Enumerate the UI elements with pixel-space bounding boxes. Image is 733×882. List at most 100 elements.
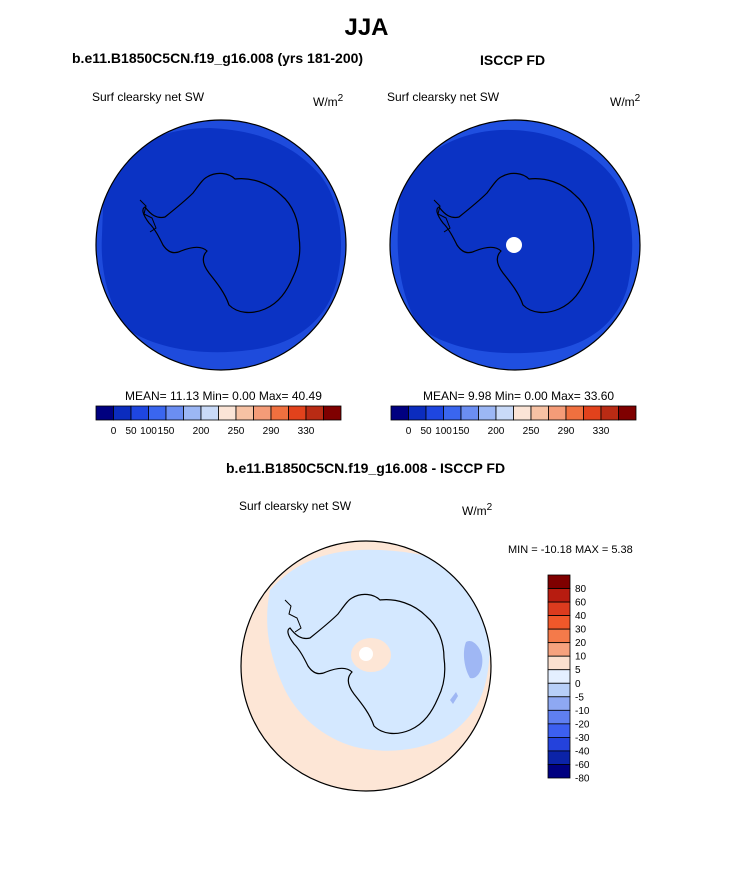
diff-colorbar-tick-label: -40: [575, 746, 590, 757]
obs-colorbar-box: [600, 405, 619, 421]
obs-colorbar-box: [548, 405, 567, 421]
model-colorbar-box: [305, 405, 324, 421]
diff-colorbar-tick-label: -60: [575, 760, 590, 771]
diff-peninsula-islands: [284, 599, 302, 633]
model-colorbar-box: [113, 405, 132, 421]
model-colorbar-tick-label: 100: [140, 426, 157, 437]
model-colorbar-box: [323, 405, 342, 421]
model-colorbar-box: [218, 405, 237, 421]
diff-colorbar-tick-label: 30: [575, 625, 587, 636]
diff-colorbar-box: [547, 628, 571, 644]
model-panel-title: b.e11.B1850C5CN.f19_g16.008 (yrs 181-200…: [72, 50, 364, 66]
diff-variable-label: Surf clearsky net SW: [239, 499, 352, 513]
diff-stats: MIN = -10.18 MAX = 5.38: [508, 544, 633, 556]
model-map-border: [95, 119, 347, 371]
obs-units-label: W/m2: [610, 93, 641, 109]
model-colorbar: 0 50 100 150 200 250 290 330: [95, 405, 342, 437]
obs-stats: MEAN= 9.98 Min= 0.00 Max= 33.60: [423, 389, 615, 403]
obs-colorbar-box: [478, 405, 497, 421]
obs-colorbar-tick-label: 50: [420, 426, 432, 437]
obs-colorbar-box: [583, 405, 602, 421]
obs-missing-pole: [506, 237, 522, 253]
diff-colorbar: 80 60 40 30 20 10 5 0 -5 -10 -20 -30 -40 -60 -80: [547, 574, 590, 785]
model-colorbar-box: [235, 405, 254, 421]
obs-panel-title: ISCCP FD: [480, 52, 546, 68]
model-colorbar-tick-label: 330: [298, 426, 315, 437]
obs-colorbar-box: [408, 405, 427, 421]
model-colorbar-tick-label: 150: [158, 426, 175, 437]
model-colorbar-box: [183, 405, 202, 421]
diff-colorbar-tick-label: -20: [575, 719, 590, 730]
obs-colorbar: 0 50 100 150 200 250 290 330: [390, 405, 637, 437]
model-map: [95, 119, 347, 371]
model-colorbar-tick-label: 290: [263, 426, 280, 437]
obs-colorbar-box: [495, 405, 514, 421]
diff-colorbar-box: [547, 737, 571, 752]
diff-colorbar-tick-label: 60: [575, 598, 587, 609]
model-colorbar-box: [200, 405, 219, 421]
model-colorbar-box: [165, 405, 184, 421]
diff-strong-negative: [463, 640, 483, 679]
obs-colorbar-box: [425, 405, 444, 421]
obs-colorbar-tick-label: 290: [558, 426, 575, 437]
diff-colorbar-tick-label: 20: [575, 638, 587, 649]
diff-colorbar-box: [547, 764, 571, 779]
diff-colorbar-box: [547, 574, 571, 589]
diff-colorbar-box: [547, 588, 571, 603]
obs-colorbar-tick-label: 150: [453, 426, 470, 437]
diff-colorbar-box: [547, 601, 571, 616]
obs-map-border: [389, 119, 641, 371]
obs-peninsula-islands: [433, 199, 451, 233]
diff-colorbar-box: [547, 723, 571, 738]
model-colorbar-box: [253, 405, 272, 421]
model-colorbar-tick-label: 200: [193, 426, 210, 437]
diff-colorbar-tick-label: 10: [575, 652, 587, 663]
model-colorbar-box: [130, 405, 149, 421]
diff-colorbar-tick-label: 5: [575, 665, 581, 676]
obs-colorbar-box: [443, 405, 462, 421]
obs-colorbar-tick-label: 200: [488, 426, 505, 437]
model-colorbar-box: [95, 405, 114, 421]
obs-colorbar-tick-label: 0: [406, 426, 412, 437]
diff-strong-negative-small: [450, 692, 458, 704]
model-colorbar-tick-label: 0: [111, 426, 117, 437]
diff-missing-pole: [359, 647, 373, 661]
model-colorbar-tick-label: 250: [228, 426, 245, 437]
diff-panel-title: b.e11.B1850C5CN.f19_g16.008 - ISCCP FD: [226, 460, 506, 476]
diff-colorbar-tick-label: -30: [575, 733, 590, 744]
diff-colorbar-box: [547, 696, 571, 711]
model-colorbar-box: [270, 405, 289, 421]
model-colorbar-tick-label: 50: [125, 426, 137, 437]
diff-map-border: [240, 540, 492, 792]
obs-colorbar-tick-label: 250: [523, 426, 540, 437]
diff-colorbar-box: [547, 669, 571, 684]
diff-units-label: W/m2: [462, 502, 493, 518]
diff-colorbar-box: [547, 655, 571, 671]
obs-colorbar-box: [530, 405, 549, 421]
diff-colorbar-tick-label: 40: [575, 611, 587, 622]
model-units-label: W/m2: [313, 93, 344, 109]
model-stats: MEAN= 11.13 Min= 0.00 Max= 40.49: [125, 389, 322, 403]
obs-colorbar-box: [565, 405, 584, 421]
obs-colorbar-box: [618, 405, 637, 421]
model-peninsula-islands: [139, 199, 157, 233]
model-colorbar-box: [288, 405, 307, 421]
diff-colorbar-box: [547, 642, 571, 657]
obs-colorbar-tick-label: 330: [593, 426, 610, 437]
diff-colorbar-tick-label: -80: [575, 774, 590, 785]
diff-colorbar-tick-label: 80: [575, 584, 587, 595]
model-colorbar-box: [148, 405, 167, 421]
diff-colorbar-tick-label: -5: [575, 692, 584, 703]
obs-colorbar-box: [460, 405, 479, 421]
diff-colorbar-box: [547, 615, 571, 630]
model-interior: [101, 128, 341, 353]
obs-colorbar-box: [390, 405, 409, 421]
diff-map: [240, 540, 492, 792]
diff-colorbar-box: [547, 682, 571, 698]
diff-colorbar-tick-label: 0: [575, 679, 581, 690]
obs-colorbar-tick-label: 100: [435, 426, 452, 437]
obs-colorbar-box: [513, 405, 532, 421]
diff-colorbar-box: [547, 750, 571, 765]
diff-colorbar-box: [547, 709, 571, 725]
figure-title: JJA: [344, 14, 389, 41]
